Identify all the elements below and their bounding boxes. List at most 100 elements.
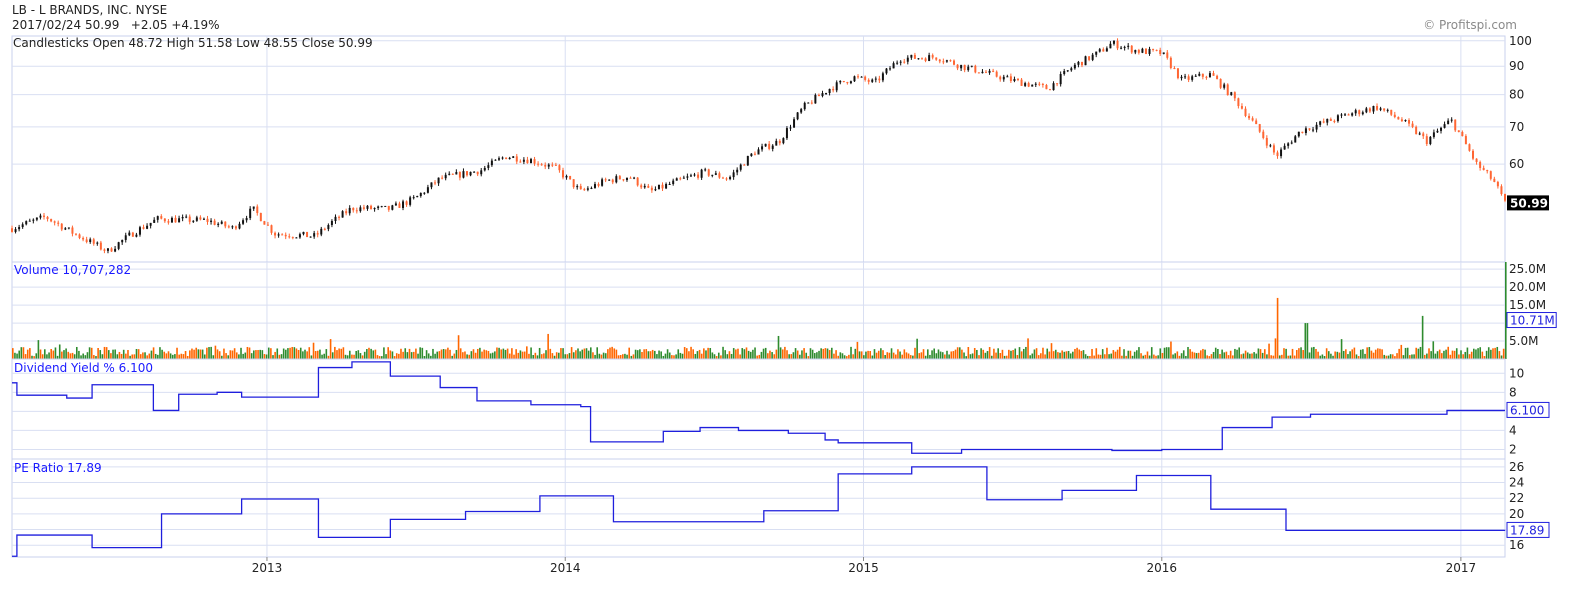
candle-body [1027, 83, 1030, 87]
candle-body [977, 72, 980, 74]
candle-body [590, 187, 593, 189]
candle-body [938, 59, 941, 62]
volume-bar [1106, 347, 1108, 359]
candle-body [849, 81, 852, 84]
candle-body [490, 160, 493, 166]
volume-bar [717, 352, 720, 359]
volume-bar [1072, 351, 1074, 359]
volume-bar [1212, 351, 1215, 359]
volume-bar [568, 353, 571, 359]
candle-body [1322, 121, 1325, 123]
candle-body [1063, 71, 1066, 75]
volume-bar [464, 351, 466, 359]
volume-bar [1242, 353, 1245, 359]
volume-bar [1146, 351, 1149, 359]
pe-ratio-line [12, 466, 1506, 557]
volume-bar [564, 354, 567, 359]
volume-bar [1266, 354, 1268, 359]
volume-bar [871, 355, 874, 359]
volume-bar [1095, 348, 1098, 359]
volume-bar [1481, 351, 1484, 359]
volume-bar [816, 352, 818, 359]
volume-bar [498, 347, 500, 359]
volume-bar [1500, 355, 1503, 359]
volume-bar [688, 351, 690, 359]
candle-body [405, 201, 408, 205]
y-tick-label: 4 [1509, 423, 1517, 437]
volume-bar [1487, 347, 1490, 359]
candle-body [476, 171, 479, 175]
candle-body [1137, 50, 1140, 53]
candle-body [878, 78, 881, 81]
candle-body [1358, 110, 1361, 115]
candle-body [718, 173, 721, 178]
candle-body [636, 177, 639, 186]
candle-body [163, 218, 166, 222]
volume-bar [1323, 356, 1326, 359]
volume-bar [468, 354, 471, 359]
candle-body [1255, 120, 1258, 125]
volume-bar [1148, 355, 1151, 359]
candle-body [419, 193, 422, 197]
volume-bar [359, 353, 362, 359]
candle-body [714, 173, 717, 175]
volume-bar [421, 347, 424, 359]
y-tick-label: 24 [1509, 476, 1524, 490]
volume-bar [1304, 323, 1307, 359]
volume-bar [291, 346, 294, 359]
candle-body [1230, 92, 1233, 96]
candle-body [1368, 108, 1371, 112]
volume-bar [278, 354, 281, 359]
volume-bar [781, 349, 784, 359]
candle-body [334, 216, 337, 221]
volume-bar [29, 348, 31, 359]
candle-body [736, 169, 739, 173]
volume-bar [58, 344, 61, 359]
volume-bar [803, 348, 805, 359]
candle-body [857, 76, 860, 78]
volume-bar [1076, 347, 1078, 359]
volume-bar [1391, 354, 1394, 359]
candle-body [1070, 68, 1073, 71]
volume-bar [306, 351, 308, 359]
volume-bar [97, 347, 99, 359]
candle-body [1223, 84, 1226, 88]
volume-bar [1281, 354, 1283, 359]
candle-body [1472, 150, 1475, 159]
candle-body [455, 172, 458, 175]
candle-body [1265, 137, 1268, 146]
volume-bar [521, 351, 524, 359]
volume-bar [677, 349, 680, 359]
candle-body [771, 145, 774, 149]
candle-body [298, 234, 301, 238]
candle-body [53, 221, 56, 223]
volume-bar [1460, 350, 1462, 359]
volume-bar [1161, 352, 1164, 359]
volume-bar [122, 349, 125, 359]
volume-bar [316, 350, 319, 359]
quote-summary: 2017/02/24 50.99 +2.05 +4.19% [12, 18, 220, 32]
candle-body [985, 71, 988, 73]
volume-bar [1182, 350, 1185, 359]
candle-body [370, 205, 373, 210]
volume-bar [1044, 354, 1046, 359]
volume-bar [1261, 352, 1264, 359]
volume-bar [1031, 353, 1034, 359]
volume-bar [208, 347, 210, 359]
volume-bar [583, 348, 586, 359]
volume-bar [1131, 355, 1134, 359]
candle-body [14, 229, 17, 232]
volume-bar [619, 354, 622, 359]
volume-bar [1434, 353, 1437, 359]
candle-body [135, 234, 138, 237]
volume-bar [71, 352, 74, 359]
volume-bar [154, 353, 157, 359]
volume-bar [52, 350, 55, 359]
volume-bar [1490, 349, 1492, 359]
volume-bar [1067, 350, 1070, 359]
price-panel: 60 70 80 90 100 Candlesticks Open 48.72 High … [11, 34, 1549, 263]
candle-body [1408, 120, 1411, 124]
volume-bar [453, 353, 456, 359]
volume-bar [636, 350, 639, 359]
